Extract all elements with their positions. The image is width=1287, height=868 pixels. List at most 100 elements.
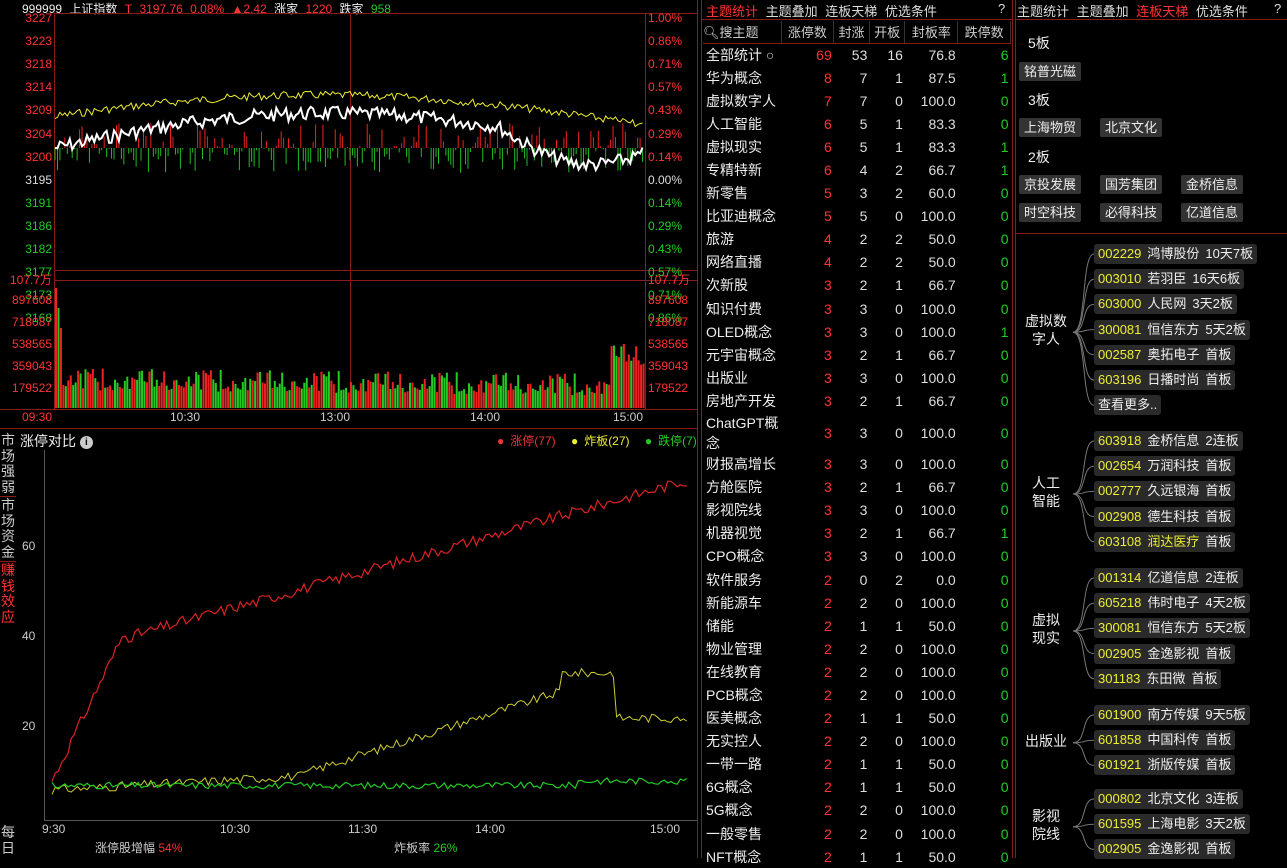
theme-row[interactable]: 次新股 3 2 1 66.7 0 — [703, 274, 1011, 297]
col-limit-up[interactable]: 涨停数 — [781, 21, 835, 44]
theme-name[interactable]: 华为概念 — [706, 69, 762, 86]
theme-row[interactable]: 财报高增长 3 3 0 100.0 0 — [703, 453, 1011, 476]
rtab-theme-overlay[interactable]: 主题叠加 — [1076, 4, 1129, 19]
tab-theme-stats[interactable]: 主题统计 — [706, 4, 759, 19]
theme-name[interactable]: 软件服务 — [706, 571, 762, 588]
theme-row[interactable]: 影视院线 3 3 0 100.0 0 — [703, 499, 1011, 522]
theme-name[interactable]: 在线教育 — [706, 663, 762, 680]
group-stock[interactable]: 002905 金逸影视 首板 — [1094, 839, 1236, 860]
theme-name[interactable]: 储能 — [706, 617, 734, 634]
theme-row[interactable]: 一般零售 2 2 0 100.0 0 — [703, 822, 1011, 845]
rtab-theme-stats[interactable]: 主题统计 — [1017, 4, 1070, 19]
ladder-stock-chip[interactable]: 金桥信息 — [1181, 175, 1244, 194]
theme-name[interactable]: 比亚迪概念 — [706, 208, 776, 225]
group-stock[interactable]: 003010 若羽臣 16天6板 — [1094, 269, 1245, 290]
theme-row[interactable]: 储能 2 1 1 50.0 0 — [703, 614, 1011, 637]
theme-name[interactable]: 虚拟现实 — [706, 138, 762, 155]
theme-name[interactable]: OLED概念 — [706, 323, 773, 340]
rtab-ladder[interactable]: 连板天梯 — [1136, 4, 1189, 19]
group-stock[interactable]: 601900 南方传媒 9天5板 — [1094, 705, 1250, 725]
theme-row[interactable]: 机器视觉 3 2 1 66.7 1 — [703, 522, 1011, 545]
right-help-icon[interactable]: ? — [1274, 1, 1282, 16]
group-stock[interactable]: 002905 金逸影视 首板 — [1094, 643, 1236, 664]
theme-name[interactable]: 全部统计 ○ — [706, 46, 775, 63]
theme-name[interactable]: 元宇宙概念 — [706, 346, 776, 363]
theme-row[interactable]: 虚拟现实 6 5 1 83.3 1 — [703, 135, 1011, 158]
theme-name[interactable]: 虚拟数字人 — [706, 92, 776, 109]
theme-row[interactable]: 方舱医院 3 2 1 66.7 0 — [703, 476, 1011, 499]
theme-row[interactable]: OLED概念 3 3 0 100.0 1 — [703, 320, 1011, 343]
theme-row[interactable]: NFT概念 2 1 1 50.0 0 — [703, 845, 1011, 868]
theme-row[interactable]: 比亚迪概念 5 5 0 100.0 0 — [703, 205, 1011, 228]
theme-name[interactable]: CPO概念 — [706, 548, 765, 565]
theme-name[interactable]: 财报高增长 — [706, 456, 776, 473]
theme-name[interactable]: 旅游 — [706, 231, 734, 248]
theme-row[interactable]: 医美概念 2 1 1 50.0 0 — [703, 707, 1011, 730]
theme-row[interactable]: 物业管理 2 2 0 100.0 0 — [703, 637, 1011, 660]
theme-row[interactable]: 房地产开发 3 2 1 66.7 0 — [703, 389, 1011, 412]
tab-theme-overlay[interactable]: 主题叠加 — [765, 4, 818, 19]
col-opened[interactable]: 开板 — [869, 21, 906, 44]
theme-row[interactable]: 新能源车 2 2 0 100.0 0 — [703, 591, 1011, 614]
refresh-icon[interactable]: ○ — [762, 46, 775, 63]
ladder-stock-chip[interactable]: 亿道信息 — [1181, 203, 1244, 222]
theme-row[interactable]: 软件服务 2 0 2 0.0 0 — [703, 568, 1011, 591]
group-stock[interactable]: 603196 日播时尚 首板 — [1094, 370, 1236, 390]
theme-row[interactable]: 5G概念 2 2 0 100.0 0 — [703, 799, 1011, 822]
group-stock[interactable]: 603000 人民网 3天2板 — [1094, 294, 1237, 315]
group-stock[interactable]: 002229 鸿博股份 10天7板 — [1094, 244, 1258, 264]
theme-row[interactable]: 新零售 5 3 2 60.0 0 — [703, 182, 1011, 205]
theme-name[interactable]: 5G概念 — [706, 802, 753, 819]
theme-name[interactable]: 方舱医院 — [706, 479, 762, 496]
help-icon[interactable]: ? — [998, 1, 1006, 16]
group-stock[interactable]: 002908 德生科技 首板 — [1094, 506, 1236, 527]
theme-name[interactable]: 一带一路 — [706, 756, 762, 773]
theme-name[interactable]: 一般零售 — [706, 825, 762, 842]
theme-row[interactable]: 人工智能 6 5 1 83.3 0 — [703, 112, 1011, 135]
group-stock[interactable]: 300081 恒信东方 5天2板 — [1094, 319, 1250, 340]
ladder-stock-chip[interactable]: 时空科技 — [1019, 203, 1082, 222]
theme-name[interactable]: 医美概念 — [706, 710, 762, 727]
theme-name[interactable]: 新能源车 — [706, 594, 762, 611]
ladder-stock-chip[interactable]: 国芳集团 — [1100, 175, 1163, 194]
group-stock[interactable]: 000802 北京文化 3连板 — [1094, 789, 1243, 809]
theme-row[interactable]: 6G概念 2 1 1 50.0 0 — [703, 776, 1011, 799]
col-limit-down[interactable]: 跌停数 — [957, 21, 1011, 44]
theme-row[interactable]: 全部统计 ○ 69 53 16 76.8 6 — [703, 43, 1011, 66]
theme-row[interactable]: 网络直播 4 2 2 50.0 0 — [703, 251, 1011, 274]
tab-ladder[interactable]: 连板天梯 — [825, 4, 878, 19]
group-stock[interactable]: 601595 上海电影 3天2板 — [1094, 814, 1250, 835]
ladder-stock-chip[interactable]: 北京文化 — [1100, 118, 1163, 137]
ladder-stock-chip[interactable]: 京投发展 — [1019, 175, 1082, 194]
theme-row[interactable]: 华为概念 8 7 1 87.5 1 — [703, 66, 1011, 89]
theme-name[interactable]: 知识付费 — [706, 300, 762, 317]
theme-name[interactable]: 网络直播 — [706, 254, 762, 271]
rtab-preferred[interactable]: 优选条件 — [1195, 4, 1248, 19]
group-stock[interactable]: 001314 亿道信息 2连板 — [1094, 568, 1243, 588]
tab-market-funds[interactable]: 市场资金 — [0, 496, 16, 560]
ladder-stock-chip[interactable]: 上海物贸 — [1019, 118, 1082, 137]
col-sealed[interactable]: 封涨 — [833, 21, 870, 44]
theme-row[interactable]: 旅游 4 2 2 50.0 0 — [703, 228, 1011, 251]
theme-name[interactable]: 专精特新 — [706, 162, 762, 179]
theme-name[interactable]: 房地产开发 — [706, 392, 776, 409]
group-stock[interactable]: 605218 伟时电子 4天2板 — [1094, 593, 1250, 614]
theme-name[interactable]: 6G概念 — [706, 779, 753, 796]
ladder-stock-chip[interactable]: 铭普光磁 — [1019, 62, 1082, 81]
theme-name[interactable]: 次新股 — [706, 277, 748, 294]
theme-row[interactable]: 虚拟数字人 7 7 0 100.0 0 — [703, 89, 1011, 112]
group-stock[interactable]: 002587 奥拓电子 首板 — [1094, 344, 1236, 365]
theme-name[interactable]: ChatGPT概念 — [706, 414, 779, 451]
group-stock[interactable]: 603108 润达医疗 首板 — [1094, 531, 1236, 552]
theme-row[interactable]: 元宇宙概念 3 2 1 66.7 0 — [703, 343, 1011, 366]
theme-row[interactable]: 在线教育 2 2 0 100.0 0 — [703, 660, 1011, 683]
group-stock[interactable]: 601858 中国科传 首板 — [1094, 730, 1236, 751]
ladder-stock-chip[interactable]: 必得科技 — [1100, 203, 1163, 222]
theme-row[interactable]: ChatGPT概念 3 3 0 100.0 0 — [703, 413, 1011, 453]
tab-market-strength[interactable]: 市场强弱 — [1, 432, 15, 495]
theme-name[interactable]: 人工智能 — [706, 115, 762, 132]
theme-name[interactable]: PCB概念 — [706, 686, 763, 703]
col-seal-rate[interactable]: 封板率 — [904, 21, 959, 44]
search-theme-header[interactable]: 🔍︎搜主题 — [703, 21, 782, 44]
info-icon[interactable]: i — [79, 435, 93, 449]
